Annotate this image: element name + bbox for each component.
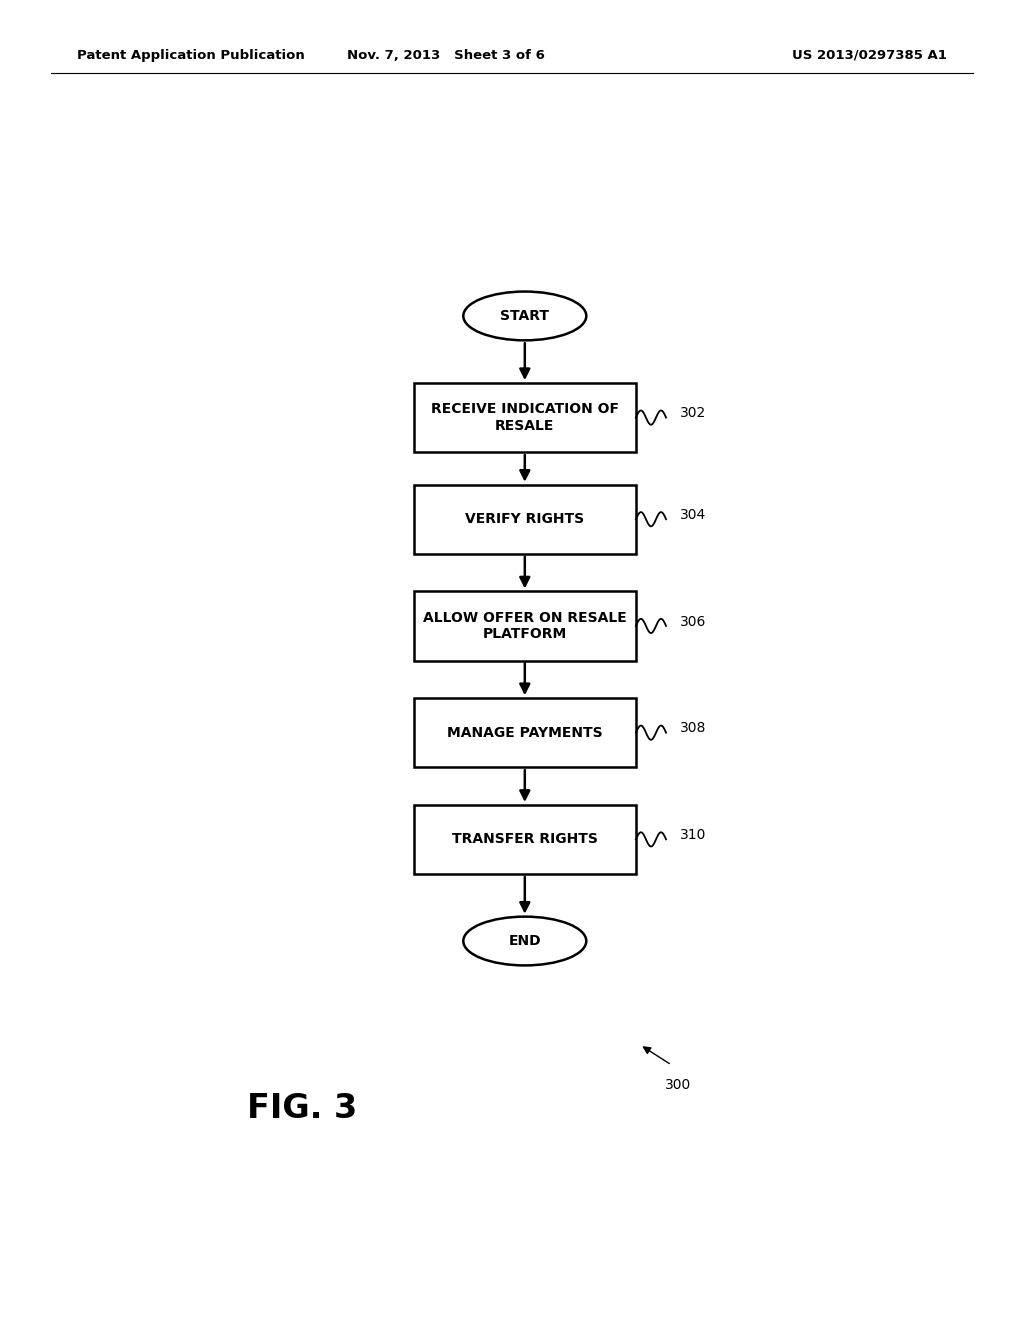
Text: TRANSFER RIGHTS: TRANSFER RIGHTS — [452, 833, 598, 846]
Text: ALLOW OFFER ON RESALE
PLATFORM: ALLOW OFFER ON RESALE PLATFORM — [423, 611, 627, 642]
Text: 300: 300 — [665, 1078, 691, 1092]
Text: FIG. 3: FIG. 3 — [248, 1092, 357, 1125]
Text: Nov. 7, 2013   Sheet 3 of 6: Nov. 7, 2013 Sheet 3 of 6 — [346, 49, 545, 62]
Text: MANAGE PAYMENTS: MANAGE PAYMENTS — [447, 726, 602, 739]
Text: 308: 308 — [680, 722, 706, 735]
Text: US 2013/0297385 A1: US 2013/0297385 A1 — [793, 49, 947, 62]
Text: END: END — [509, 935, 541, 948]
Text: 302: 302 — [680, 407, 706, 420]
Text: 306: 306 — [680, 615, 706, 628]
Text: 304: 304 — [680, 508, 706, 521]
Text: 310: 310 — [680, 828, 706, 842]
Text: RECEIVE INDICATION OF
RESALE: RECEIVE INDICATION OF RESALE — [431, 403, 618, 433]
Text: START: START — [501, 309, 549, 323]
Text: VERIFY RIGHTS: VERIFY RIGHTS — [465, 512, 585, 527]
Text: Patent Application Publication: Patent Application Publication — [77, 49, 304, 62]
